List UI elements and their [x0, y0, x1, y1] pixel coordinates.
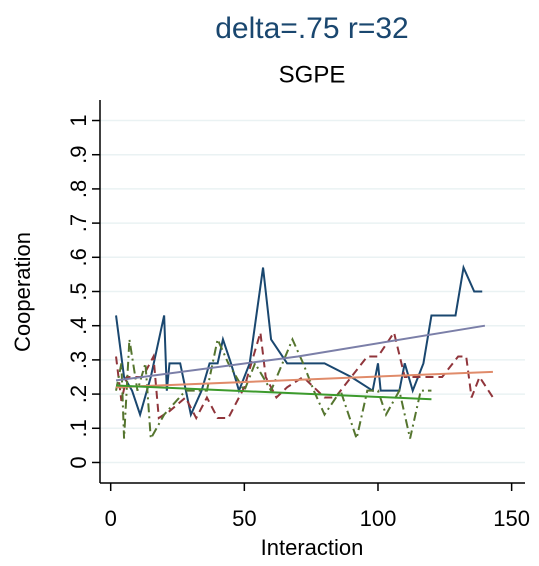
y-tick-label: .9 — [66, 146, 91, 164]
y-axis-title: Cooperation — [10, 232, 35, 352]
series-line — [115, 384, 432, 401]
y-tick-label: .5 — [66, 282, 91, 300]
y-tick-label: .7 — [66, 214, 91, 232]
x-tick-label: 100 — [360, 506, 397, 531]
x-tick-label: 150 — [493, 506, 530, 531]
series-line — [115, 330, 494, 421]
series-line — [115, 264, 483, 418]
x-tick-label: 50 — [232, 506, 256, 531]
x-axis-title: Interaction — [261, 535, 364, 560]
y-tick-label: .2 — [66, 385, 91, 403]
chart-subtitle: SGPE — [279, 61, 346, 88]
series-line — [115, 324, 486, 382]
y-tick-label: 1 — [66, 114, 91, 126]
x-tick-label: 0 — [105, 506, 117, 531]
y-tick-label: 0 — [66, 456, 91, 468]
chart-title: delta=.75 r=32 — [215, 12, 409, 45]
y-tick-label: .6 — [66, 248, 91, 266]
series-line — [115, 370, 493, 389]
y-tick-label: .4 — [66, 317, 91, 335]
y-tick-label: .1 — [66, 419, 91, 437]
series-line — [115, 336, 432, 443]
y-tick-label: .8 — [66, 180, 91, 198]
y-tick-label: .3 — [66, 351, 91, 369]
